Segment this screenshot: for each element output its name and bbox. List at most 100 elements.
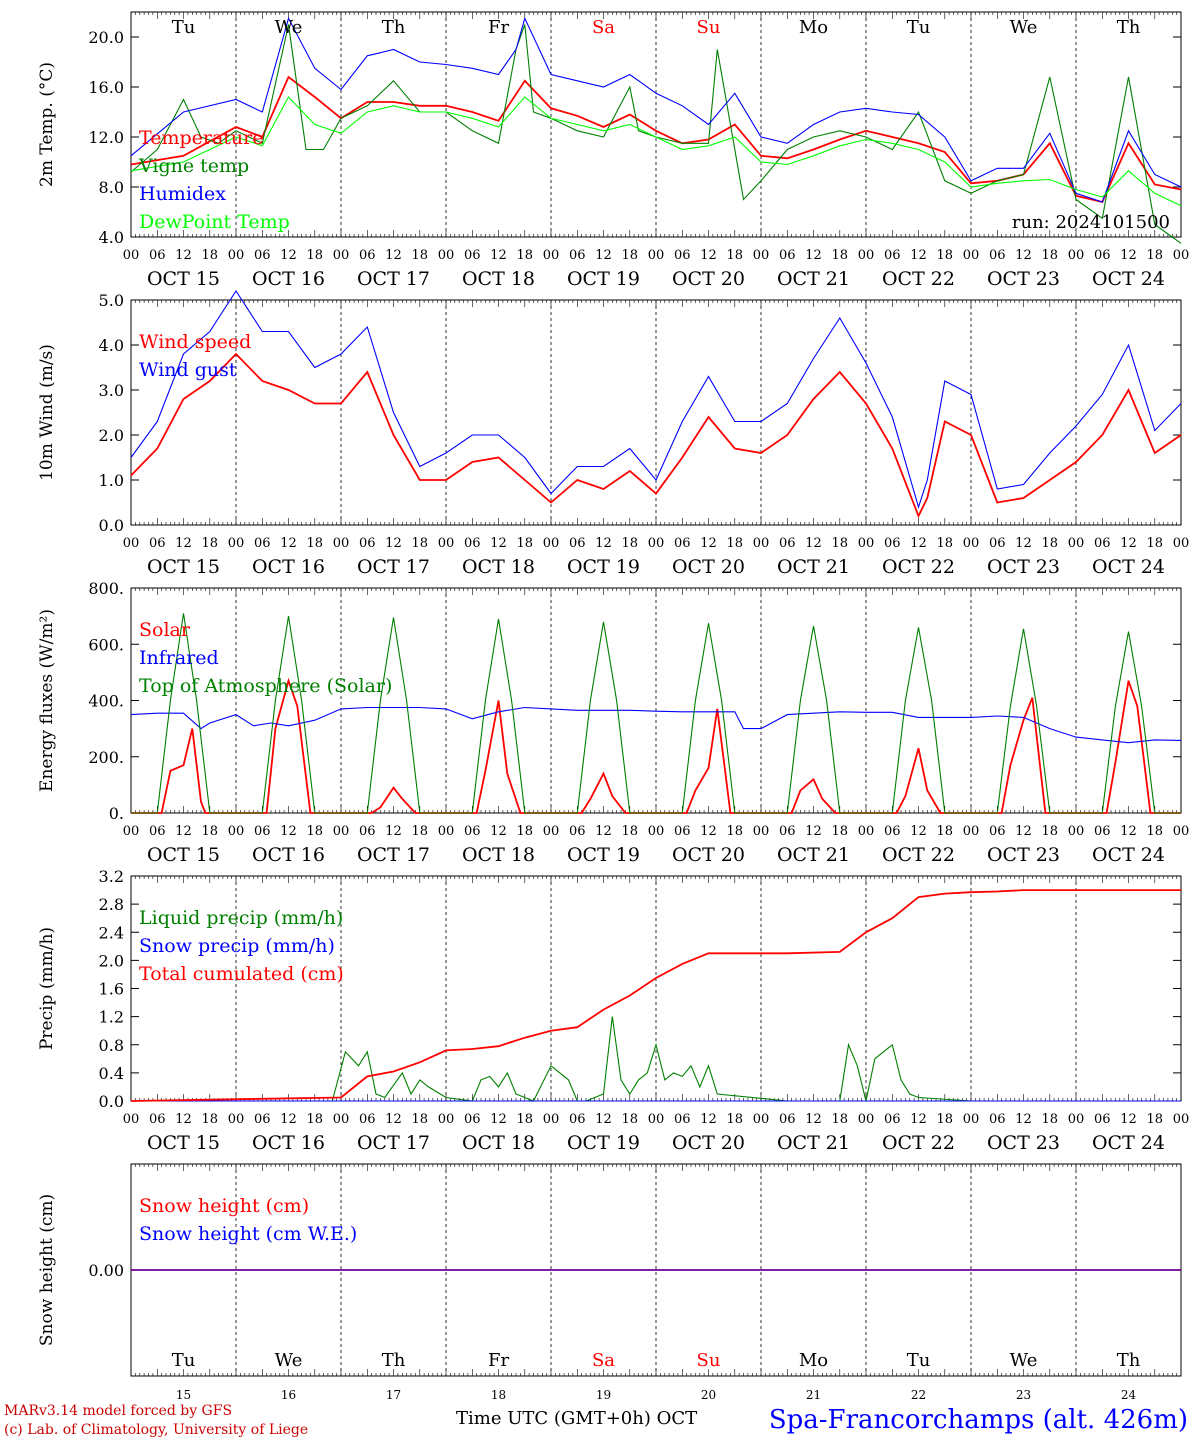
hour-tick-label: 18 [936, 1112, 953, 1127]
hour-tick-label: 00 [1173, 1112, 1190, 1127]
hour-tick-label: 18 [936, 536, 953, 551]
date-label: OCT 19 [567, 1132, 640, 1154]
hour-tick-label: 06 [989, 1112, 1006, 1127]
hour-tick-label: 12 [175, 824, 192, 839]
series-line-dewpoint-temp [130, 96, 1182, 207]
hour-tick-label: 00 [858, 248, 875, 263]
day-of-week-label: Sa [592, 17, 615, 38]
panel-2-frame [130, 587, 1182, 814]
panel-3-y-tick-label: 2.8 [99, 895, 124, 914]
date-label: OCT 23 [987, 268, 1060, 290]
panel-2-y-tick-label: 0. [109, 804, 124, 823]
hour-tick-label: 12 [1120, 1112, 1137, 1127]
hour-tick-label: 12 [1120, 824, 1137, 839]
hour-tick-label: 18 [621, 824, 638, 839]
legend-entry: Liquid precip (mm/h) [139, 907, 343, 929]
hour-tick-label: 00 [1173, 824, 1190, 839]
legend-entry: Top of Atmosphere (Solar) [139, 675, 392, 697]
date-label: OCT 22 [882, 844, 955, 866]
hour-tick-label: 00 [438, 1112, 455, 1127]
hour-tick-label: 06 [1094, 536, 1111, 551]
hour-tick-label: 18 [621, 1112, 638, 1127]
hour-tick-label: 06 [464, 536, 481, 551]
panel-0-x-ticks [130, 12, 1182, 237]
date-label: OCT 17 [357, 556, 430, 578]
hour-tick-label: 00 [543, 248, 560, 263]
date-label: OCT 18 [462, 844, 535, 866]
hour-tick-label: 18 [1041, 824, 1058, 839]
hour-tick-label: 18 [831, 1112, 848, 1127]
hour-tick-label: 12 [490, 1112, 507, 1127]
hour-tick-label: 06 [254, 248, 271, 263]
hour-tick-label: 18 [831, 536, 848, 551]
day-of-week-label: Th [1117, 17, 1141, 38]
day-number-label: 19 [596, 1388, 611, 1402]
hour-tick-label: 18 [201, 248, 218, 263]
panel-3-y-tick-label: 0.8 [99, 1036, 124, 1055]
hour-tick-label: 06 [149, 1112, 166, 1127]
panel-4-y-axis-label: Snow height (cm) [37, 1194, 57, 1346]
hour-tick-label: 00 [648, 1112, 665, 1127]
hour-tick-label: 12 [490, 248, 507, 263]
date-label: OCT 15 [147, 1132, 220, 1154]
date-label: OCT 22 [882, 556, 955, 578]
panel-0-y-tick-label: 4.0 [99, 228, 124, 247]
day-number-label: 22 [911, 1388, 926, 1402]
day-of-week-label: Tu [907, 1350, 931, 1371]
date-label: OCT 18 [462, 1132, 535, 1154]
series-line-total-cumulated-cm- [130, 889, 1181, 1102]
day-of-week-label: We [1010, 17, 1038, 38]
hour-tick-label: 06 [674, 824, 691, 839]
hour-tick-label: 06 [359, 248, 376, 263]
day-of-week-label: Fr [488, 1350, 509, 1371]
hour-tick-label: 00 [1173, 248, 1190, 263]
panel-0-y-tick-label: 20.0 [88, 28, 124, 47]
hour-tick-label: 18 [516, 248, 533, 263]
date-label: OCT 20 [672, 556, 745, 578]
hour-tick-label: 12 [175, 536, 192, 551]
series-line-solar [131, 677, 1181, 814]
hour-tick-label: 00 [333, 824, 350, 839]
date-label: OCT 21 [777, 268, 850, 290]
series-line-wind-gust [130, 289, 1182, 509]
panel-3-y-tick-label: 0.0 [99, 1092, 124, 1111]
panel-2-y-tick-label: 800. [88, 579, 124, 598]
hour-tick-label: 06 [254, 536, 271, 551]
hour-tick-label: 06 [884, 1112, 901, 1127]
hour-tick-label: 12 [385, 824, 402, 839]
hour-tick-label: 00 [123, 1112, 140, 1127]
hour-tick-label: 18 [516, 536, 533, 551]
hour-tick-label: 18 [306, 248, 323, 263]
series-line-liquid-precip-mm-h- [131, 1016, 1181, 1102]
hour-tick-label: 06 [149, 536, 166, 551]
day-of-week-label: Tu [907, 17, 931, 38]
hour-tick-label: 12 [1015, 824, 1032, 839]
panel-1-frame [130, 299, 1182, 526]
legend-entry: DewPoint Temp [139, 211, 290, 233]
hour-tick-label: 06 [569, 248, 586, 263]
hour-tick-label: 06 [674, 536, 691, 551]
hour-tick-label: 00 [753, 1112, 770, 1127]
hour-tick-label: 00 [333, 1112, 350, 1127]
hour-tick-label: 18 [516, 824, 533, 839]
date-label: OCT 17 [357, 844, 430, 866]
panel-4-x-ticks [130, 1164, 1182, 1376]
hour-tick-label: 12 [280, 536, 297, 551]
hour-tick-label: 00 [1068, 248, 1085, 263]
panel-3-y-tick-label: 1.2 [99, 1008, 124, 1027]
date-label: OCT 23 [987, 1132, 1060, 1154]
hour-tick-label: 18 [1041, 536, 1058, 551]
legend-entry: Total cumulated (cm) [139, 963, 344, 985]
hour-tick-label: 06 [149, 248, 166, 263]
panel-0-y-tick-label: 16.0 [88, 78, 124, 97]
x-axis-label: Time UTC (GMT+0h) OCT [456, 1408, 697, 1429]
hour-tick-label: 06 [569, 536, 586, 551]
panel-3-y-tick-label: 2.4 [99, 923, 124, 942]
hour-tick-label: 12 [490, 824, 507, 839]
hour-tick-label: 12 [1120, 536, 1137, 551]
date-label: OCT 21 [777, 1132, 850, 1154]
panel-2-y-tick-label: 200. [88, 748, 124, 767]
hour-tick-label: 18 [201, 536, 218, 551]
hour-tick-label: 00 [753, 536, 770, 551]
day-of-week-label: Fr [488, 17, 509, 38]
